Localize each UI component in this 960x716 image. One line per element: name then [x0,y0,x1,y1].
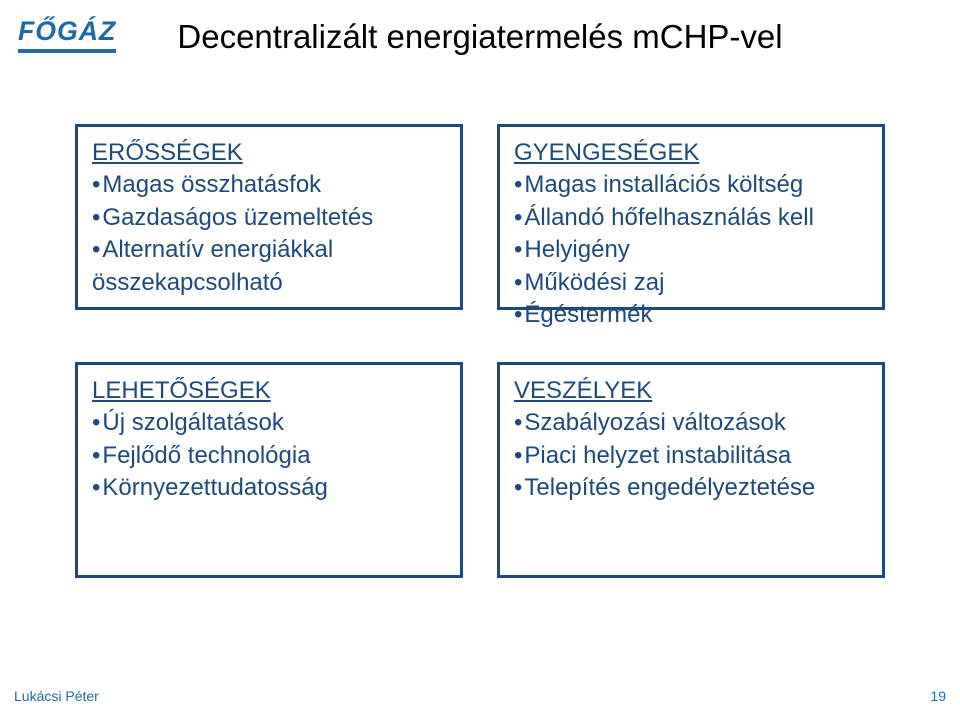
swot-item: Égéstermék [514,299,868,331]
swot-heading: VESZÉLYEK [514,375,868,407]
swot-item: Környezettudatosság [92,472,446,504]
swot-grid: ERŐSSÉGEK Magas összhatásfok Gazdaságos … [0,124,960,578]
swot-item: Fejlődő technológia [92,440,446,472]
slide-footer: Lukácsi Péter 19 [14,688,946,704]
swot-item: Szabályozási változások [514,407,868,439]
slide-title: Decentralizált energiatermelés mCHP-vel [0,18,960,56]
swot-box-strengths: ERŐSSÉGEK Magas összhatásfok Gazdaságos … [75,124,463,310]
swot-item: Új szolgáltatások [92,407,446,439]
swot-row-top: ERŐSSÉGEK Magas összhatásfok Gazdaságos … [75,124,885,310]
swot-item: Állandó hőfelhasználás kell [514,202,868,234]
footer-page-number: 19 [930,688,946,704]
swot-item: Gazdaságos üzemeltetés [92,202,446,234]
swot-item: Működési zaj [514,267,868,299]
footer-author: Lukácsi Péter [14,688,99,704]
swot-box-threats: VESZÉLYEK Szabályozási változások Piaci … [497,362,885,578]
swot-item: Helyigény [514,234,868,266]
swot-heading: LEHETŐSÉGEK [92,375,446,407]
slide: FŐGÁZ Decentralizált energiatermelés mCH… [0,0,960,716]
swot-heading: ERŐSSÉGEK [92,137,446,169]
swot-item: Piaci helyzet instabilitása [514,440,868,472]
swot-item: Magas installációs költség [514,169,868,201]
swot-box-opportunities: LEHETŐSÉGEK Új szolgáltatások Fejlődő te… [75,362,463,578]
swot-row-bottom: LEHETŐSÉGEK Új szolgáltatások Fejlődő te… [75,362,885,578]
swot-item: Alternatív energiákkal összekapcsolható [92,234,446,299]
swot-box-weaknesses: GYENGESÉGEK Magas installációs költség Á… [497,124,885,310]
swot-heading: GYENGESÉGEK [514,137,868,169]
swot-item: Telepítés engedélyeztetése [514,472,868,504]
swot-item: Magas összhatásfok [92,169,446,201]
